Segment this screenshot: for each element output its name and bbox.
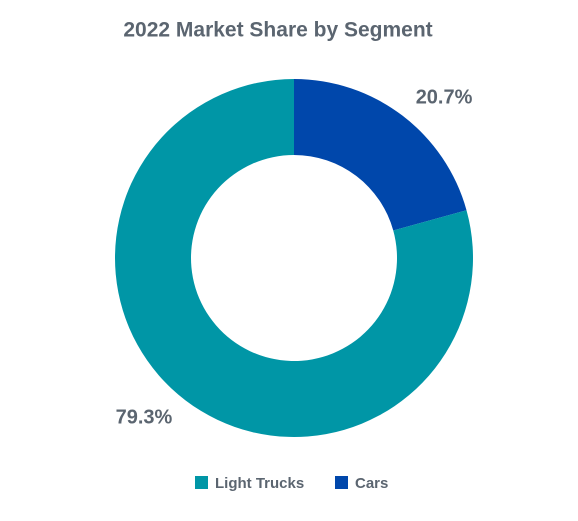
legend-label: Cars: [355, 475, 388, 492]
chart-title: 2022 Market Share by Segment: [123, 19, 432, 42]
legend-swatch: [195, 476, 208, 489]
legend-label: Light Trucks: [215, 475, 304, 492]
value-label: 79.3%: [116, 406, 173, 428]
donut-slice: [294, 79, 467, 231]
value-label: 20.7%: [416, 86, 473, 108]
donut-slice: [114, 79, 473, 437]
legend-swatch: [335, 476, 348, 489]
